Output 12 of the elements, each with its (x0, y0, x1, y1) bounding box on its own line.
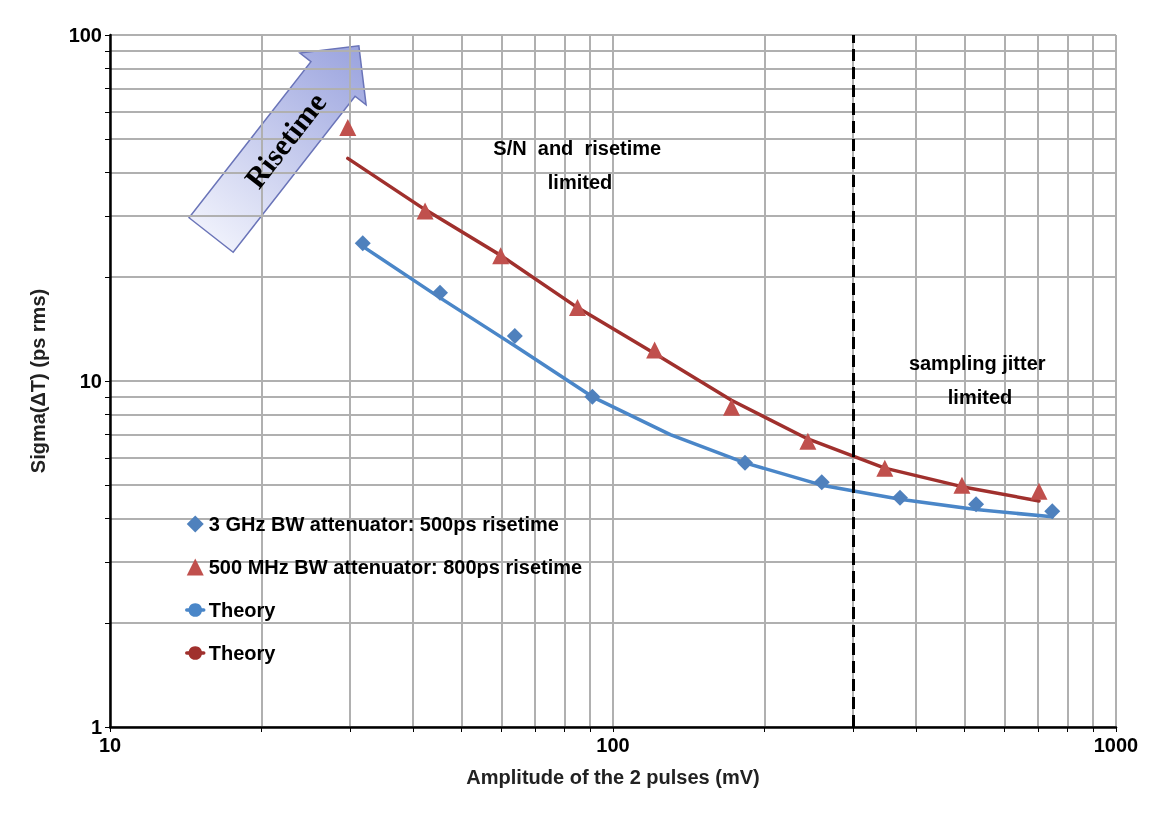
y-axis-title: Sigma(ΔT) (ps rms) (27, 288, 49, 474)
annotation: sampling jitter limited (908, 352, 1052, 408)
legend-label: 3 GHz BW attenuator: 500ps risetime (208, 513, 559, 535)
x-axis-title: Amplitude of the 2 pulses (mV) (466, 766, 760, 788)
annotation: S/N and risetime limited (493, 137, 667, 193)
x-tick-label: 100 (596, 734, 630, 756)
legend-label: Theory (208, 599, 277, 621)
x-tick-label: 1000 (1093, 734, 1139, 756)
y-tick-label: 100 (68, 24, 102, 46)
legend-label: Theory (208, 642, 277, 664)
legend-label: 500 MHz BW attenuator: 800ps risetime (208, 556, 583, 578)
y-tick-label: 10 (79, 370, 102, 392)
